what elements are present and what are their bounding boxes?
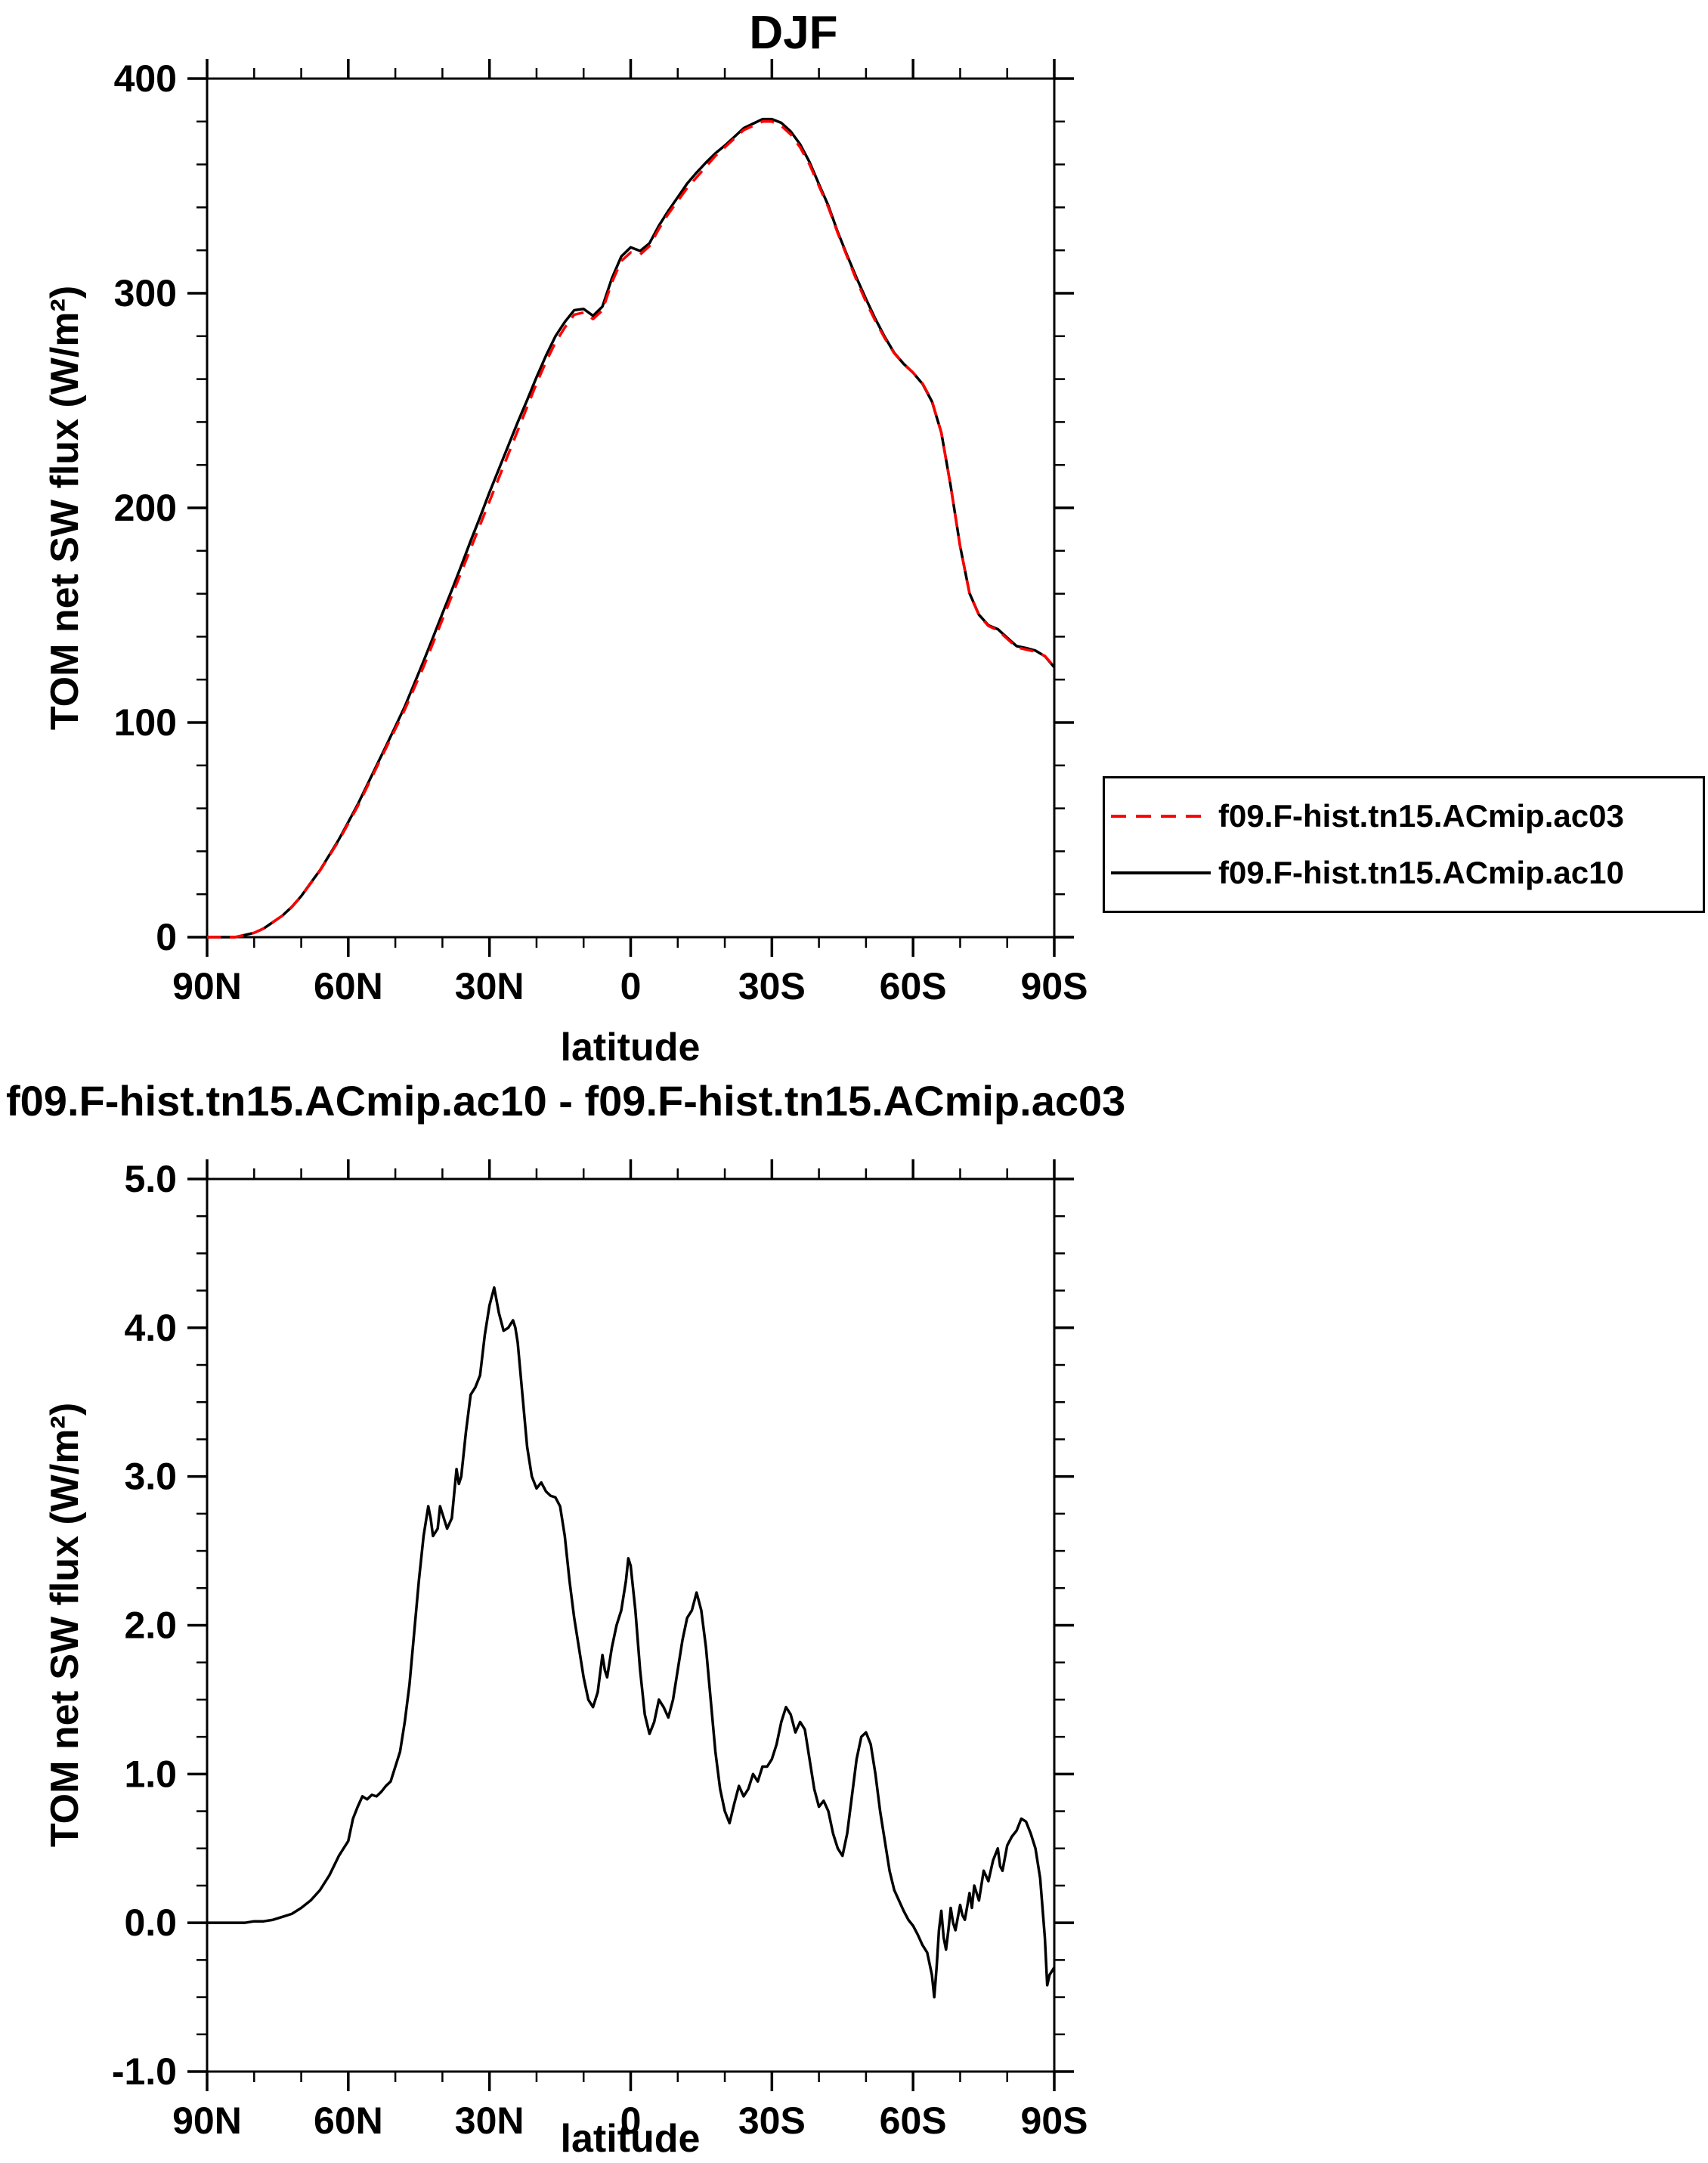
legend-dashed-line-icon [1111, 815, 1211, 818]
svg-text:400: 400 [114, 57, 177, 100]
svg-text:60S: 60S [880, 2100, 947, 2142]
svg-text:0: 0 [156, 916, 177, 958]
svg-text:60N: 60N [314, 2100, 383, 2142]
svg-text:0: 0 [620, 2100, 642, 2142]
svg-text:0: 0 [620, 965, 642, 1007]
svg-text:-1.0: -1.0 [112, 2050, 177, 2093]
bottom-chart-ylabel: TOM net SW flux (W/m²) [43, 1402, 87, 1848]
svg-text:300: 300 [114, 272, 177, 314]
bottom-chart-xlabel: latitude [560, 2117, 701, 2161]
bottom-chart-title: f09.F-hist.tn15.ACmip.ac10 - f09.F-hist.… [6, 1077, 1126, 1125]
legend-label-ac10: f09.F-hist.tn15.ACmip.ac10 [1218, 854, 1624, 890]
svg-text:90N: 90N [172, 2100, 242, 2142]
legend-entry-ac03: f09.F-hist.tn15.ACmip.ac03 [1105, 798, 1703, 834]
svg-text:30S: 30S [738, 2100, 806, 2142]
legend-entry-ac10: f09.F-hist.tn15.ACmip.ac10 [1105, 855, 1703, 891]
svg-text:200: 200 [114, 487, 177, 529]
top-chart-title: DJF [749, 7, 838, 59]
legend-solid-line-icon [1111, 871, 1211, 874]
svg-text:1.0: 1.0 [124, 1753, 177, 1795]
svg-text:60N: 60N [314, 965, 383, 1007]
svg-text:0.0: 0.0 [124, 1902, 177, 1944]
top-chart-xlabel: latitude [560, 1026, 701, 1069]
svg-text:30N: 30N [455, 2100, 524, 2142]
svg-text:100: 100 [114, 701, 177, 744]
svg-text:30S: 30S [738, 965, 806, 1007]
svg-text:60S: 60S [880, 965, 947, 1007]
svg-text:4.0: 4.0 [124, 1307, 177, 1349]
svg-text:3.0: 3.0 [124, 1456, 177, 1498]
legend-label-ac03: f09.F-hist.tn15.ACmip.ac03 [1218, 798, 1624, 834]
svg-text:90S: 90S [1021, 965, 1088, 1007]
top-chart-ylabel: TOM net SW flux (W/m²) [43, 285, 87, 731]
svg-text:5.0: 5.0 [124, 1158, 177, 1200]
svg-text:2.0: 2.0 [124, 1604, 177, 1647]
svg-text:30N: 30N [455, 965, 524, 1007]
svg-text:90N: 90N [172, 965, 242, 1007]
svg-text:90S: 90S [1021, 2100, 1088, 2142]
legend: f09.F-hist.tn15.ACmip.ac03 f09.F-hist.tn… [1103, 776, 1705, 913]
